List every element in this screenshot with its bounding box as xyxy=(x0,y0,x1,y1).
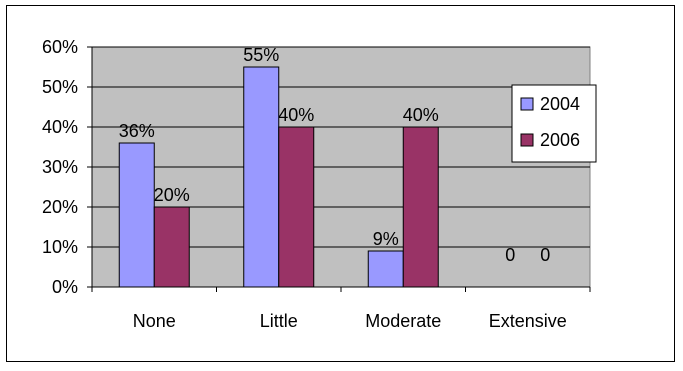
x-tick-label: Little xyxy=(260,311,298,331)
bar-2006 xyxy=(402,126,439,288)
legend-swatch-2004 xyxy=(520,97,534,111)
y-tick-label: 50% xyxy=(42,77,78,97)
y-tick-label: 10% xyxy=(42,237,78,257)
y-tick-label: 0% xyxy=(52,277,78,297)
x-tick-label: None xyxy=(133,311,176,331)
legend: 2004 2006 xyxy=(511,84,597,163)
x-tick-label: Moderate xyxy=(365,311,441,331)
y-tick-label: 20% xyxy=(42,197,78,217)
data-label: 9% xyxy=(373,229,399,249)
bar-2004 xyxy=(118,142,155,288)
data-labels: 36% 20% 55% 40% 9% 40% 0 0 xyxy=(119,45,551,265)
bar-2004 xyxy=(367,250,404,288)
data-label: 40% xyxy=(278,105,314,125)
legend-label: 2006 xyxy=(540,130,580,150)
data-label: 0 xyxy=(505,245,515,265)
data-label: 20% xyxy=(154,185,190,205)
data-label: 55% xyxy=(243,45,279,65)
x-axis: None Little Moderate Extensive xyxy=(91,286,591,331)
bar-2006 xyxy=(278,126,315,288)
bars xyxy=(118,66,439,288)
legend-swatch-2006 xyxy=(520,133,534,147)
bar-2006 xyxy=(153,206,190,288)
data-label: 40% xyxy=(403,105,439,125)
data-label: 0 xyxy=(540,245,550,265)
bar-2004 xyxy=(243,66,280,288)
y-tick-label: 60% xyxy=(42,37,78,57)
y-tick-label: 40% xyxy=(42,117,78,137)
x-tick-label: Extensive xyxy=(489,311,567,331)
legend-label: 2004 xyxy=(540,94,580,114)
y-tick-label: 30% xyxy=(42,157,78,177)
data-label: 36% xyxy=(119,121,155,141)
y-axis: 0% 10% 20% 30% 40% 50% 60% xyxy=(42,37,93,297)
